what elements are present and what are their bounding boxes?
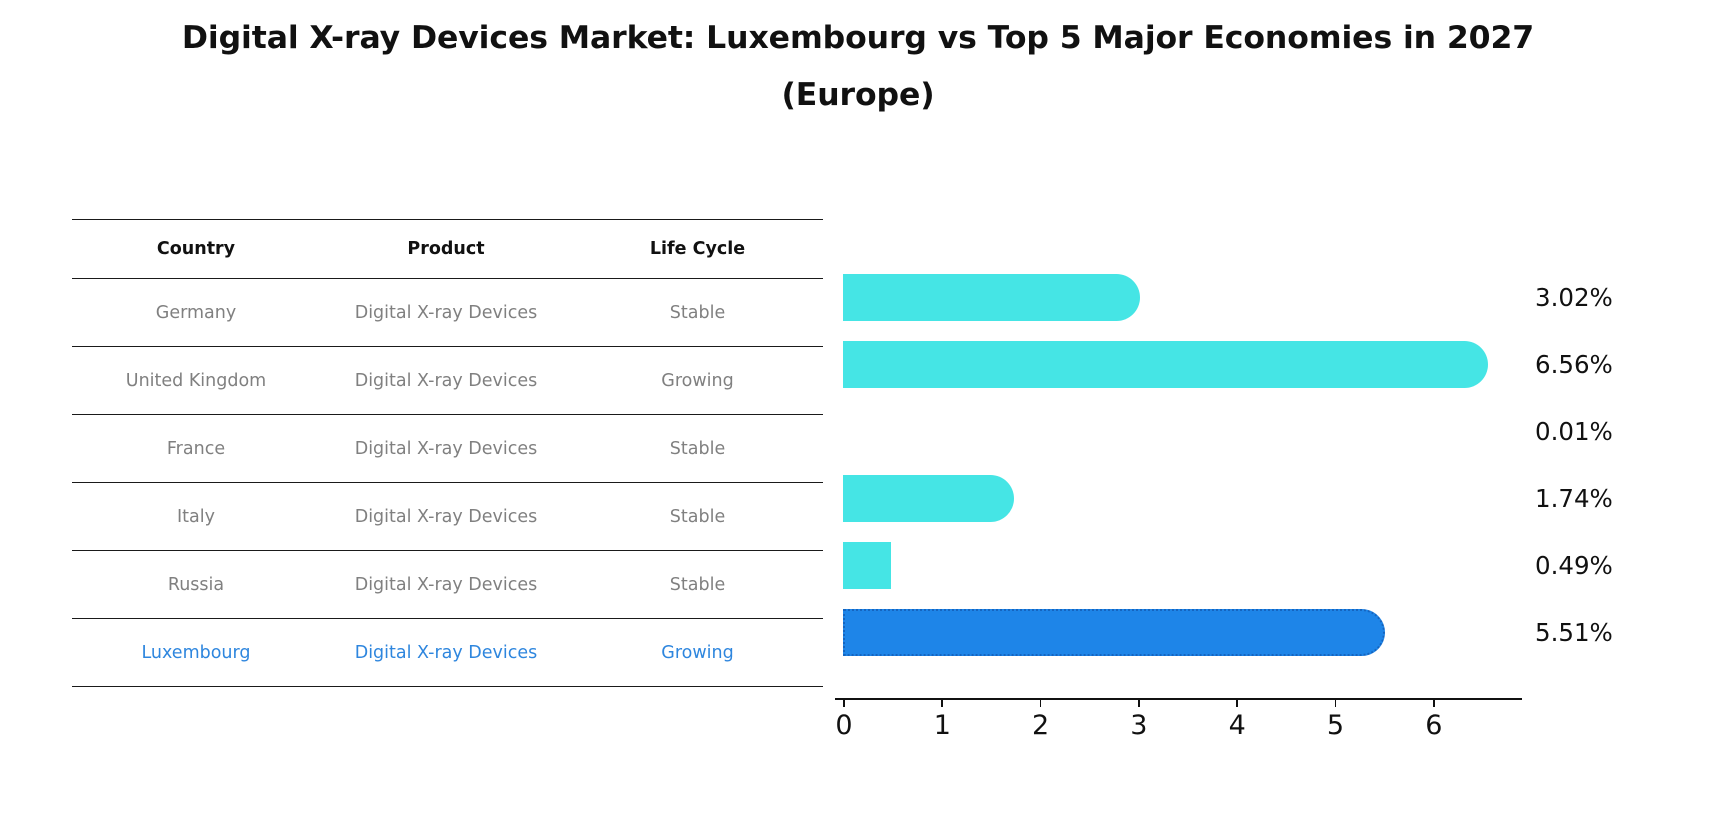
- cell-country: United Kingdom: [72, 346, 320, 415]
- bar: [843, 542, 892, 589]
- cell-product: Digital X-ray Devices: [320, 482, 572, 551]
- x-axis-tick: [843, 698, 845, 707]
- bar-value-label: 0.49%: [1535, 551, 1613, 580]
- cell-country: Russia: [72, 550, 320, 619]
- bar-value-label: 5.51%: [1535, 618, 1613, 647]
- column-header-life-cycle: Life Cycle: [572, 219, 823, 279]
- cell-life-cycle: Growing: [572, 346, 823, 415]
- cell-country: Italy: [72, 482, 320, 551]
- bar-value-label: 0.01%: [1535, 417, 1613, 446]
- x-axis-tick: [941, 698, 944, 707]
- cell-country: Germany: [72, 278, 320, 347]
- cell-life-cycle: Stable: [572, 414, 823, 483]
- table-row: Germany Digital X-ray Devices Stable: [72, 278, 823, 347]
- table-row: Luxembourg Digital X-ray Devices Growing: [72, 618, 823, 687]
- table-row: Russia Digital X-ray Devices Stable: [72, 550, 823, 619]
- bar: [843, 475, 1015, 522]
- x-axis-tick: [1039, 698, 1042, 707]
- x-axis-tick: [1334, 698, 1337, 707]
- x-axis-tick: [1236, 698, 1238, 707]
- cell-life-cycle: Stable: [572, 550, 823, 619]
- x-axis-tick-label: 1: [933, 710, 951, 741]
- bar: [843, 274, 1140, 321]
- table-row: Italy Digital X-ray Devices Stable: [72, 482, 823, 551]
- cell-life-cycle: Stable: [572, 482, 823, 551]
- bar: [843, 341, 1488, 388]
- title-line-2: (Europe): [781, 77, 935, 114]
- x-axis-tick-label: 2: [1032, 710, 1050, 741]
- x-axis-tick: [1432, 698, 1435, 707]
- bar-value-label: 1.74%: [1535, 484, 1613, 513]
- table-header-row: Country Product Life Cycle: [72, 219, 823, 279]
- column-header-product: Product: [320, 219, 572, 279]
- cell-product: Digital X-ray Devices: [320, 346, 572, 415]
- cell-product: Digital X-ray Devices: [320, 278, 572, 347]
- bar-value-label: 3.02%: [1535, 283, 1613, 312]
- title-line-1: Digital X-ray Devices Market: Luxembourg…: [181, 20, 1535, 56]
- cell-product: Digital X-ray Devices: [320, 550, 572, 619]
- x-axis-line: [835, 698, 1522, 701]
- cell-product: Digital X-ray Devices: [320, 618, 572, 687]
- column-header-country: Country: [72, 219, 320, 279]
- x-axis-tick: [1137, 698, 1140, 707]
- cell-life-cycle: Stable: [572, 278, 823, 347]
- x-axis-tick-label: 4: [1228, 710, 1246, 741]
- cell-product: Digital X-ray Devices: [320, 414, 572, 483]
- table-row: France Digital X-ray Devices Stable: [72, 414, 823, 483]
- x-axis-tick-label: 6: [1425, 710, 1443, 741]
- table-row: United Kingdom Digital X-ray Devices Growi…: [72, 346, 823, 415]
- x-axis-tick-label: 3: [1130, 710, 1148, 741]
- cell-country: France: [72, 414, 320, 483]
- table-body: Germany Digital X-ray Devices Stable United…: [72, 278, 823, 687]
- cell-life-cycle: Growing: [572, 618, 823, 687]
- page-title: Digital X-ray Devices Market: Luxembourg…: [0, 10, 1716, 125]
- country-comparison-table: Country Product Life Cycle Germany Digita…: [72, 219, 823, 687]
- x-axis-tick-label: 0: [835, 710, 853, 741]
- bar-highlight: [843, 609, 1385, 656]
- cell-country: Luxembourg: [72, 618, 320, 687]
- bar-value-label: 6.56%: [1535, 350, 1613, 379]
- x-axis-tick-label: 5: [1326, 710, 1345, 741]
